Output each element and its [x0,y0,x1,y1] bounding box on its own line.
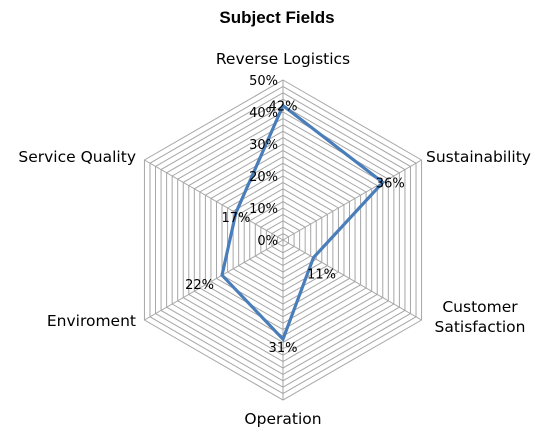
category-label: Service Quality [18,148,136,166]
category-label: Enviroment [47,312,136,330]
tick-label: 30% [249,138,278,153]
data-label: 17% [221,211,250,226]
axis-spoke [144,239,284,321]
data-label: 42% [269,100,298,115]
tick-label: 50% [249,74,278,89]
tick-label: 40% [249,106,278,121]
data-label: 11% [307,268,336,283]
label-layer: 0% 10% 20% 30% 40% 50% Reverse Logistics Sustai… [18,50,531,428]
category-label: Reverse Logistics [216,50,350,68]
category-label: Customer Satisfaction [435,298,526,336]
tick-label: 20% [249,170,278,185]
tick-label: 10% [249,202,278,217]
axis-spoke [282,159,422,241]
chart-title: Subject Fields [219,8,334,27]
data-label: 36% [376,176,405,191]
category-label: Operation [244,410,321,428]
tick-label: 0% [257,234,278,249]
series-line [220,103,386,343]
category-label: Sustainability [426,148,531,166]
axis-spoke [282,239,422,321]
grid-layer [143,79,423,401]
data-label: 22% [185,278,214,293]
axis-spoke [144,159,284,241]
data-label: 31% [269,341,298,356]
series-layer [220,103,386,343]
